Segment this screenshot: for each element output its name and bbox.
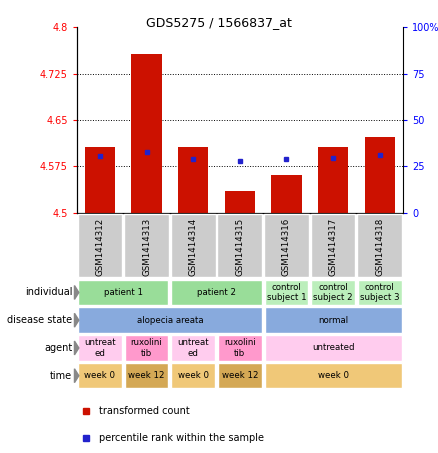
Bar: [311, 280, 355, 305]
Bar: [78, 280, 169, 305]
Bar: [85, 147, 115, 213]
Text: GSM1414312: GSM1414312: [95, 217, 104, 276]
Bar: [265, 280, 308, 305]
Text: GSM1414318: GSM1414318: [375, 217, 384, 276]
Text: GSM1414314: GSM1414314: [189, 217, 198, 276]
Text: percentile rank within the sample: percentile rank within the sample: [99, 433, 265, 443]
Text: GSM1414316: GSM1414316: [282, 217, 291, 276]
Text: week 0: week 0: [85, 371, 116, 380]
Bar: [78, 214, 122, 277]
Bar: [311, 214, 355, 277]
Bar: [78, 308, 262, 333]
Text: patient 2: patient 2: [197, 288, 236, 297]
Bar: [357, 214, 402, 277]
Text: GDS5275 / 1566837_at: GDS5275 / 1566837_at: [146, 16, 292, 29]
Text: untreat
ed: untreat ed: [177, 338, 209, 358]
Bar: [171, 363, 215, 389]
Text: GSM1414317: GSM1414317: [328, 217, 338, 276]
Bar: [171, 280, 262, 305]
Text: untreat
ed: untreat ed: [84, 338, 116, 358]
Bar: [264, 214, 309, 277]
Text: ruxolini
tib: ruxolini tib: [224, 338, 256, 358]
Text: disease state: disease state: [7, 315, 72, 325]
Text: normal: normal: [318, 316, 348, 325]
Text: week 0: week 0: [178, 371, 208, 380]
Bar: [125, 363, 169, 389]
Text: control
subject 3: control subject 3: [360, 283, 399, 302]
Text: transformed count: transformed count: [99, 405, 190, 415]
Text: untreated: untreated: [312, 343, 354, 352]
Bar: [217, 214, 262, 277]
Bar: [318, 147, 348, 213]
Text: alopecia areata: alopecia areata: [137, 316, 203, 325]
Bar: [271, 174, 302, 213]
Bar: [265, 308, 402, 333]
Text: week 12: week 12: [222, 371, 258, 380]
Text: patient 1: patient 1: [104, 288, 143, 297]
Bar: [178, 147, 208, 213]
Bar: [125, 335, 169, 361]
Bar: [78, 363, 122, 389]
Text: week 12: week 12: [128, 371, 165, 380]
Text: individual: individual: [25, 288, 72, 298]
Bar: [225, 191, 255, 213]
Text: GSM1414313: GSM1414313: [142, 217, 151, 276]
Bar: [124, 214, 169, 277]
Bar: [78, 335, 122, 361]
Text: time: time: [50, 371, 72, 381]
Bar: [131, 54, 162, 213]
Bar: [171, 335, 215, 361]
Text: agent: agent: [44, 343, 72, 353]
Text: control
subject 2: control subject 2: [313, 283, 353, 302]
Text: GSM1414315: GSM1414315: [235, 217, 244, 276]
Bar: [358, 280, 402, 305]
Bar: [265, 335, 402, 361]
Bar: [364, 137, 395, 213]
Text: ruxolini
tib: ruxolini tib: [131, 338, 162, 358]
Bar: [171, 214, 215, 277]
Bar: [265, 363, 402, 389]
Bar: [218, 363, 262, 389]
Text: week 0: week 0: [318, 371, 349, 380]
Bar: [218, 335, 262, 361]
Text: control
subject 1: control subject 1: [267, 283, 306, 302]
